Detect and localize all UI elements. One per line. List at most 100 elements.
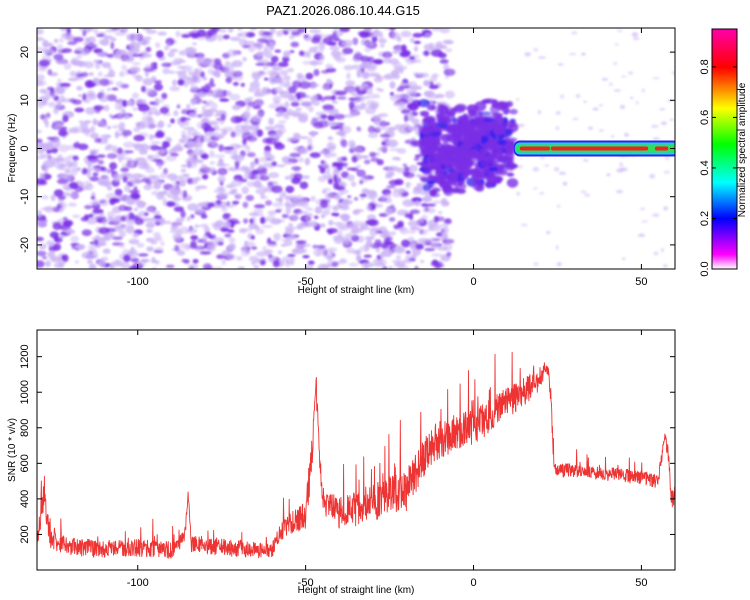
spectrogram-cluster-blob xyxy=(506,172,515,177)
spectrogram-speckle xyxy=(209,161,216,165)
spectrogram-speckle xyxy=(251,131,258,137)
spectrogram-speckle xyxy=(155,158,164,167)
spectrogram-speckle xyxy=(291,166,302,171)
spectrogram-speckle xyxy=(159,106,170,115)
spectrogram-speckle xyxy=(52,222,62,231)
spectrogram-speckle xyxy=(111,87,119,91)
spectrogram-speckle xyxy=(443,226,449,234)
spectrogram-speckle xyxy=(368,104,379,109)
spectrogram-speckle xyxy=(292,99,304,103)
spectrogram-speckle xyxy=(401,130,410,135)
spectrogram-speckle xyxy=(241,186,249,195)
spectrogram-speckle xyxy=(166,138,172,143)
spectrogram-speckle xyxy=(211,70,221,77)
colorbar-frame xyxy=(711,28,738,270)
spectrogram-speckle xyxy=(330,50,341,58)
spectrogram-speckle xyxy=(80,48,91,56)
spectrogram-speckle xyxy=(408,164,418,173)
spectrogram-speckle xyxy=(110,41,115,50)
spectrogram-speckle xyxy=(289,152,301,158)
spectrogram-speckle xyxy=(81,229,92,237)
spectrogram-speckle xyxy=(98,236,110,242)
spectrogram-cluster-blob xyxy=(474,117,487,128)
spectrogram-speckle xyxy=(99,96,109,103)
spectrogram-cluster-blob xyxy=(445,159,458,166)
spectrogram-speckle xyxy=(393,226,400,230)
spectrogram-speckle xyxy=(145,221,155,229)
spectrogram-speckle xyxy=(363,159,371,165)
spectrogram-speckle xyxy=(274,49,282,53)
spectrogram-speckle xyxy=(357,97,365,102)
spectrogram-speckle xyxy=(221,258,227,266)
spectrogram-speckle xyxy=(533,187,538,190)
spectrogram-speckle xyxy=(137,39,150,46)
spectrogram-speckle xyxy=(130,257,140,263)
spectrogram-speckle xyxy=(369,151,377,158)
spectrogram-speckle xyxy=(399,82,408,87)
spectrogram-speckle xyxy=(437,246,449,251)
spectrogram-speckle xyxy=(556,204,561,208)
spectrogram-speckle xyxy=(310,195,316,202)
spectrogram-speckle xyxy=(342,198,350,206)
spectrogram-speckle xyxy=(164,220,172,225)
spectrogram-speckle xyxy=(85,107,96,115)
spectrogram-cluster-blob xyxy=(451,117,458,124)
spectrogram-speckle xyxy=(268,42,275,51)
spectrogram-speckle xyxy=(207,202,215,208)
spectrogram-speckle xyxy=(369,229,378,237)
spectrogram-speckle xyxy=(83,61,94,69)
spectrogram-speckle xyxy=(89,176,100,182)
spectrogram-cluster-blob xyxy=(487,172,496,181)
spectrogram-speckle xyxy=(38,243,47,250)
spectrogram-speckle xyxy=(50,147,59,154)
spectrogram-speckle xyxy=(537,110,542,115)
spectrogram-speckle xyxy=(346,225,353,229)
spectrogram-speckle xyxy=(336,164,343,171)
spectrogram-speckle xyxy=(107,216,114,222)
spectrogram-speckle xyxy=(176,250,186,256)
spectrogram-speckle xyxy=(145,46,152,53)
spectrogram-speckle xyxy=(123,141,135,148)
spectrogram-speckle xyxy=(37,80,44,87)
spectrogram-speckle xyxy=(371,36,378,43)
spectrogram-speckle xyxy=(361,262,369,269)
spectrogram-speckle xyxy=(141,85,146,93)
spectrogram-speckle xyxy=(203,226,210,234)
spectrogram-speckle xyxy=(415,58,422,63)
spectrogram-speckle xyxy=(42,256,48,260)
spectrogram-speckle xyxy=(378,38,387,44)
spectrogram-speckle xyxy=(46,92,58,99)
spectrogram-cluster-blob xyxy=(479,147,490,156)
spectrogram-speckle xyxy=(379,133,391,138)
spectrogram-speckle xyxy=(129,159,135,167)
snr-y-tick-label: 1200 xyxy=(19,344,31,368)
spectrogram-speckle xyxy=(412,32,424,38)
spectrogram-speckle xyxy=(445,48,453,53)
spectrogram-speckle xyxy=(610,134,615,138)
spectrogram-speckle xyxy=(302,175,310,180)
spectrogram-speckle xyxy=(393,187,399,193)
spectrogram-speckle xyxy=(369,243,381,249)
spectrogram-speckle xyxy=(250,161,256,169)
spectrogram-speckle xyxy=(112,173,122,182)
spectrogram-speckle xyxy=(524,52,532,57)
spectrogram-speckle xyxy=(162,198,168,207)
snr-x-tick-label: -50 xyxy=(298,577,314,589)
spectrogram-speckle xyxy=(37,68,47,72)
spectrogram-speckle xyxy=(195,208,205,213)
spectrogram-speckle xyxy=(99,78,110,87)
colorbar-tick-label: 0.8 xyxy=(699,59,711,74)
spectrogram-speckle xyxy=(406,97,416,101)
spectrogram-speckle xyxy=(213,58,222,65)
spectrogram-speckle xyxy=(264,77,269,81)
spectrogram-cluster-blob xyxy=(451,187,460,194)
spectrogram-speckle xyxy=(343,65,354,71)
spectrogram-speckle xyxy=(57,78,62,84)
spectrogram-speckle xyxy=(285,235,296,241)
spectrogram-speckle xyxy=(89,201,101,206)
spectrogram-speckle xyxy=(341,156,348,161)
spectrogram-speckle xyxy=(409,209,421,214)
spectrogram-speckle xyxy=(234,116,243,123)
spectrogram-speckle xyxy=(372,59,384,64)
spectrogram-speckle xyxy=(302,255,310,259)
